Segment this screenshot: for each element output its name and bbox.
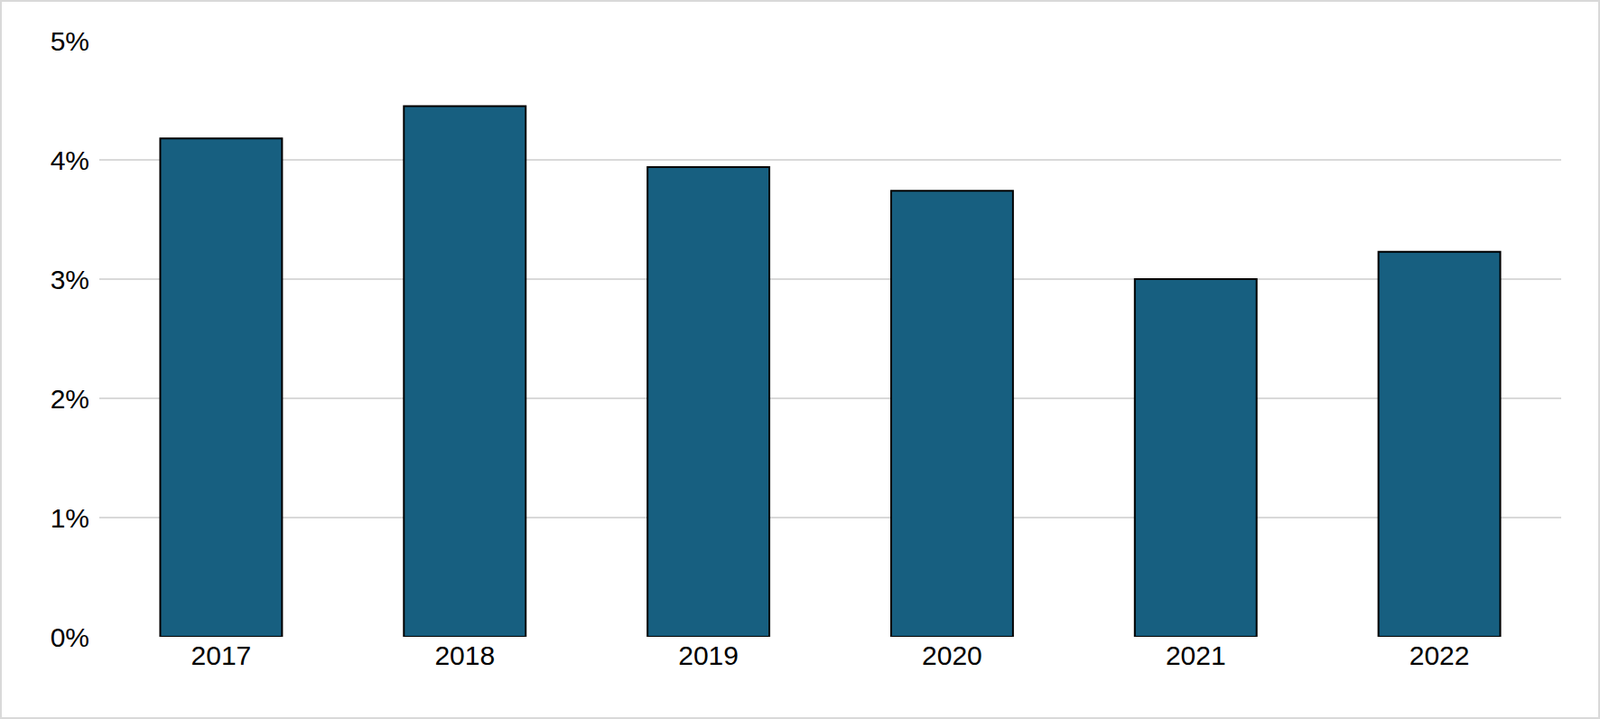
svg-text:4%: 4% xyxy=(50,145,90,176)
svg-text:2017: 2017 xyxy=(191,640,252,670)
svg-text:2022: 2022 xyxy=(1409,640,1470,670)
svg-text:2%: 2% xyxy=(50,383,90,414)
svg-text:2018: 2018 xyxy=(434,640,495,670)
svg-text:2019: 2019 xyxy=(678,640,739,670)
svg-text:1%: 1% xyxy=(50,502,90,533)
svg-text:2021: 2021 xyxy=(1165,640,1227,670)
svg-text:0%: 0% xyxy=(50,622,90,652)
svg-text:2020: 2020 xyxy=(921,640,983,670)
svg-text:5%: 5% xyxy=(50,26,90,56)
svg-text:3%: 3% xyxy=(50,264,90,295)
